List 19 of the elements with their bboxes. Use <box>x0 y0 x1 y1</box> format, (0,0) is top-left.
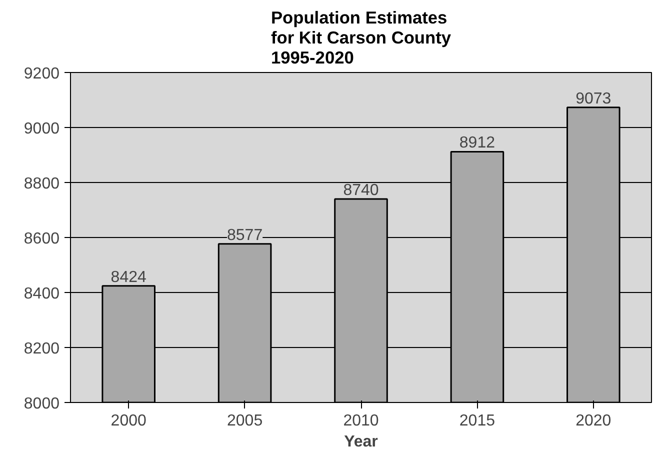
data-label: 8740 <box>343 182 379 199</box>
x-axis-title: Year <box>344 434 378 450</box>
data-label: 8577 <box>227 226 263 244</box>
x-tick-label: 2000 <box>110 412 146 430</box>
chart-title: Population Estimates for Kit Carson County 1995-2020 <box>270 8 452 68</box>
data-label: 8424 <box>110 268 146 286</box>
y-tick-label: 9000 <box>24 120 60 138</box>
y-tick-label: 9200 <box>24 66 60 82</box>
y-tick-label: 8400 <box>24 286 60 302</box>
y-tick-label: 8800 <box>24 176 60 192</box>
x-tick-label: 2020 <box>576 412 612 430</box>
y-tick-label: 8600 <box>24 230 60 248</box>
y-tick-label: 8200 <box>24 340 60 358</box>
data-label: 9073 <box>576 90 612 108</box>
x-tick-label: 2010 <box>343 412 379 430</box>
x-tick-label: 2015 <box>459 412 496 430</box>
x-tick-label: 2005 <box>227 412 263 430</box>
y-tick-label: 8000 <box>24 396 60 412</box>
data-label: 8912 <box>459 134 496 152</box>
